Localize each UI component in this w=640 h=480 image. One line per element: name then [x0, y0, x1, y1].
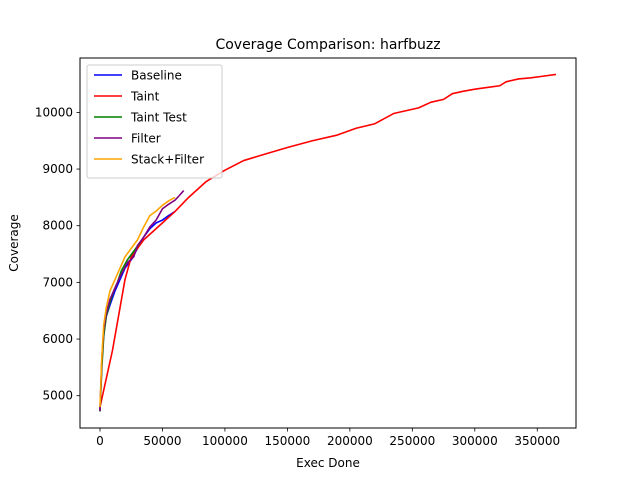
- y-axis: 5000 6000 7000 8000 9000 10000: [35, 105, 80, 403]
- legend-label-baseline: Baseline: [131, 69, 182, 83]
- x-tick-label: 0: [96, 434, 104, 448]
- x-tick-label: 200000: [327, 434, 373, 448]
- x-tick-label: 300000: [452, 434, 498, 448]
- legend-frame: [86, 64, 223, 179]
- x-tick-label: 350000: [514, 434, 560, 448]
- y-tick-label: 5000: [42, 389, 73, 403]
- legend-label-stack-filter: Stack+Filter: [131, 153, 204, 167]
- x-tick-label: 150000: [264, 434, 310, 448]
- chart-title: Coverage Comparison: harfbuzz: [215, 37, 440, 53]
- legend-label-taint: Taint: [130, 90, 160, 104]
- series-line-stack-filter: [99, 196, 176, 408]
- x-axis-label: Exec Done: [296, 456, 360, 470]
- legend-label-taint-test: Taint Test: [130, 111, 187, 125]
- series-line-taint: [99, 73, 557, 408]
- x-tick-label: 250000: [389, 434, 435, 448]
- x-tick-label: 100000: [202, 434, 248, 448]
- plot-frame: [79, 57, 577, 429]
- x-tick-label: 50000: [143, 434, 181, 448]
- y-tick-label: 10000: [35, 105, 73, 119]
- y-tick-label: 7000: [42, 275, 73, 289]
- y-tick-label: 6000: [42, 332, 73, 346]
- series-line-filter: [99, 190, 185, 412]
- series-layer: [99, 73, 557, 412]
- legend-label-filter: Filter: [131, 132, 161, 146]
- x-axis: 0 50000 100000 150000 200000 250000 300000 3500…: [96, 428, 560, 448]
- y-tick-label: 8000: [42, 219, 73, 233]
- y-axis-label: Coverage: [7, 214, 21, 272]
- y-tick-label: 9000: [42, 162, 73, 176]
- legend: Baseline Taint Taint Test Filter Stack+Filte…: [86, 64, 223, 179]
